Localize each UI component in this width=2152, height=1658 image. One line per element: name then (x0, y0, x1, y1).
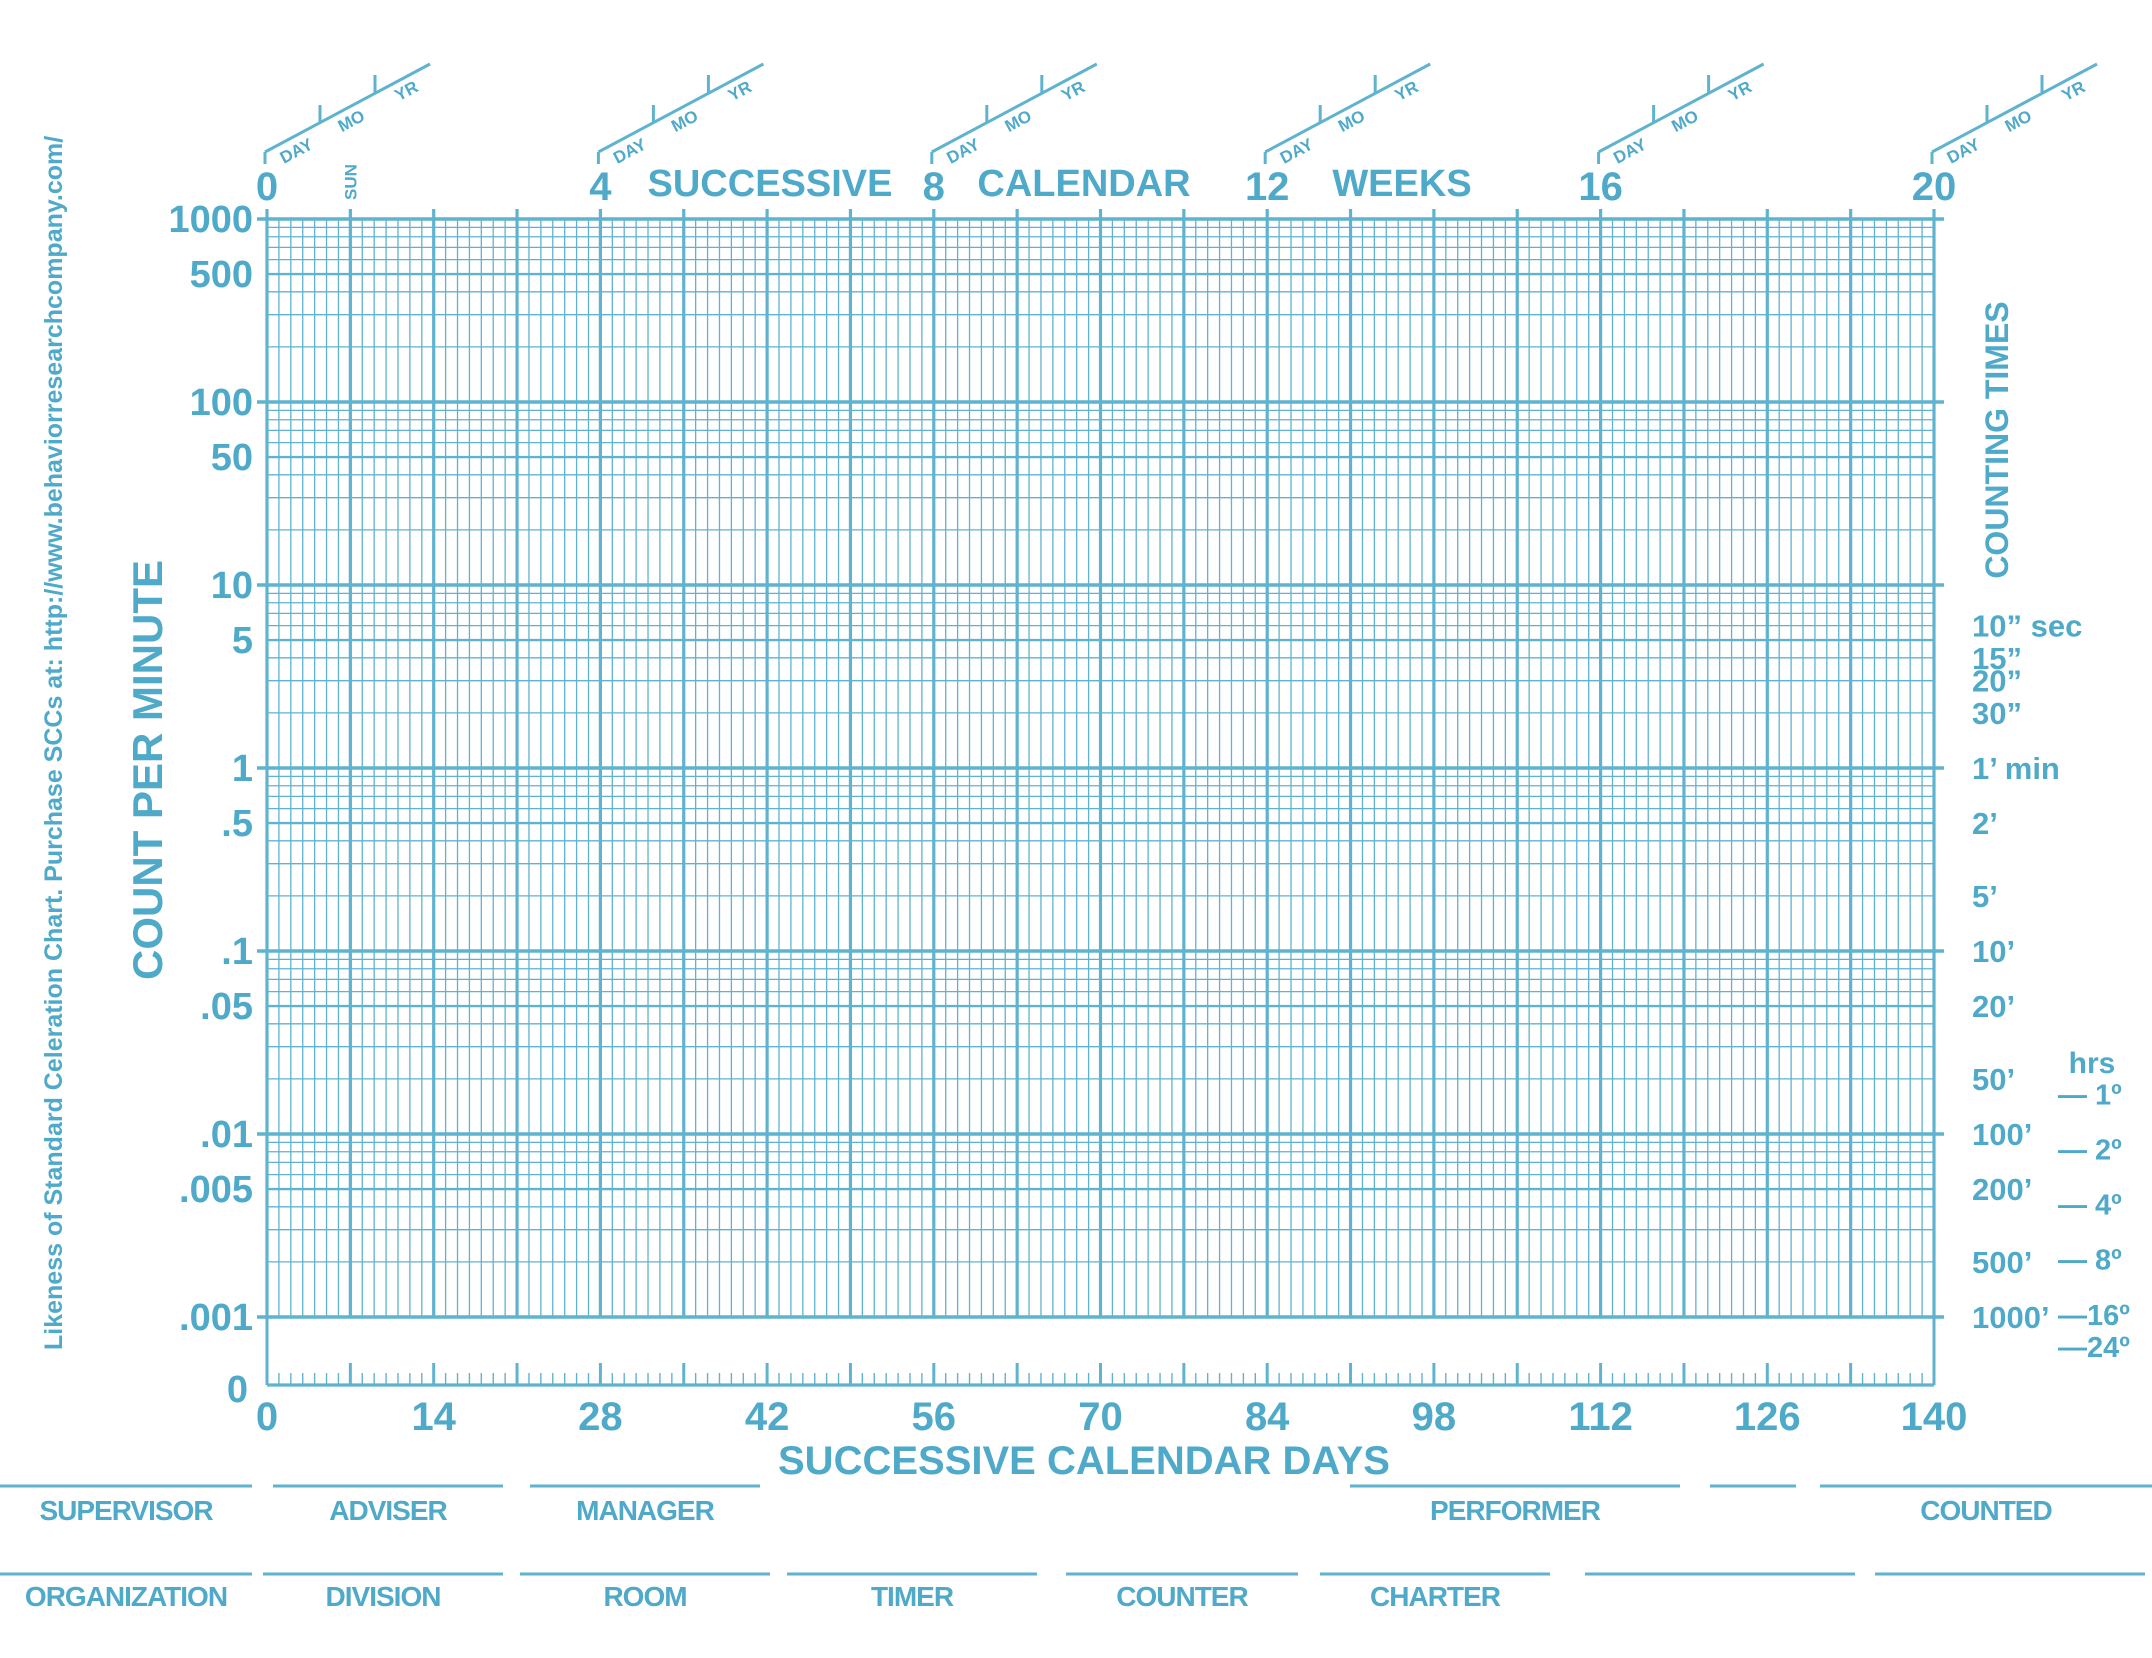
counting-time-label: 500’ (1972, 1245, 2032, 1280)
y-tick-label: 100 (190, 382, 253, 424)
x-tick-label: 98 (1412, 1395, 1457, 1439)
chart-grid (257, 209, 1944, 1387)
bracket-slope (931, 62, 1098, 154)
footer-adviser-label: ADVISER (329, 1495, 447, 1526)
y-tick-label: 5 (232, 620, 253, 662)
counting-time-label: 2’ (1972, 806, 1998, 841)
top-word-calendar: CALENDAR (977, 163, 1190, 205)
zero-label: 0 (227, 1369, 248, 1411)
footer-manager-label: MANAGER (576, 1495, 714, 1526)
x-tick-label: 126 (1734, 1395, 1801, 1439)
week-tick-label: 20 (1912, 165, 1957, 209)
chart-axes: 1000 500 100 50 10 5 1 .5 .1 .05 .01 .005 .001 0 14 28 4… (168, 62, 2130, 1439)
hours-label: hrs (2069, 1047, 2116, 1080)
x-tick-label: 56 (912, 1395, 957, 1439)
counting-time-label: 10” sec (1972, 609, 2082, 644)
y-tick-label: 10 (211, 565, 253, 607)
side-note: Likeness of Standard Celeration Chart. P… (40, 136, 68, 1350)
counting-time-label: 20” (1972, 664, 2022, 699)
y-tick-label: 1 (232, 748, 253, 790)
hours-label: — 2º (2058, 1134, 2122, 1166)
bracket-slope (264, 62, 431, 154)
footer-charter-label: CHARTER (1370, 1581, 1501, 1612)
hours-label: —24º (2058, 1332, 2130, 1364)
counting-time-label: 10’ (1972, 934, 2015, 969)
footer-organization-label: ORGANIZATION (25, 1581, 227, 1612)
week-tick-label: 12 (1245, 165, 1290, 209)
bracket-slope (1264, 62, 1431, 154)
bracket-slope (597, 62, 765, 154)
bracket-slope (1931, 62, 2098, 154)
hours-label: — 4º (2058, 1190, 2122, 1222)
counting-time-label: 50’ (1972, 1062, 2015, 1097)
counting-time-label: 5’ (1972, 879, 1998, 914)
week-tick-label: 8 (923, 165, 945, 209)
y-tick-label: .05 (200, 986, 253, 1028)
counting-time-label: 1000’ (1972, 1300, 2050, 1335)
week-tick-label: 0 (256, 165, 278, 209)
y-tick-label: .005 (179, 1169, 253, 1211)
x-tick-label: 28 (578, 1395, 623, 1439)
date-label: DAY (277, 134, 317, 167)
footer-performer-label: PERFORMER (1430, 1495, 1601, 1526)
counting-time-label: 1’ min (1972, 751, 2060, 786)
week-tick-label: 16 (1578, 165, 1623, 209)
hours-label: — 1º (2058, 1079, 2122, 1111)
counting-time-label: 30” (1972, 696, 2022, 731)
hours-label: — 8º (2058, 1245, 2122, 1277)
top-word-successive: SUCCESSIVE (648, 163, 893, 205)
x-tick-label: 84 (1245, 1395, 1290, 1439)
counting-time-label: 100’ (1972, 1117, 2032, 1152)
x-tick-label: 112 (1568, 1395, 1633, 1439)
footer-counted-label: COUNTED (1920, 1495, 2052, 1526)
counting-time-label: 200’ (1972, 1172, 2032, 1207)
top-word-weeks: WEEKS (1332, 163, 1471, 205)
y-tick-label: .01 (200, 1114, 253, 1156)
date-label: DAY (1610, 134, 1650, 167)
y-axis-label: COUNT PER MINUTE (124, 560, 171, 980)
y-tick-label: .5 (221, 803, 253, 845)
footer-counter-label: COUNTER (1116, 1581, 1248, 1612)
x-tick-label: 14 (411, 1395, 456, 1439)
bracket-slope (1597, 62, 1765, 154)
y-tick-label: .001 (179, 1297, 253, 1339)
footer-form: SUPERVISOR ADVISER MANAGER PERFORMER COUNTED… (0, 1484, 2152, 1612)
x-tick-label: 140 (1901, 1395, 1968, 1439)
footer-room-label: ROOM (603, 1581, 686, 1612)
footer-timer-label: TIMER (871, 1581, 954, 1612)
footer-division-label: DIVISION (326, 1581, 441, 1612)
date-label: DAY (610, 134, 650, 167)
y-tick-label: 500 (190, 254, 253, 296)
y-tick-label: 1000 (168, 199, 253, 241)
right-axis-label: COUNTING TIMES (1979, 301, 2015, 578)
week-tick-label: 4 (589, 165, 612, 209)
counting-time-label: 15” (1972, 641, 2022, 676)
x-tick-label: 42 (745, 1395, 790, 1439)
x-axis-label: SUCCESSIVE CALENDAR DAYS (778, 1439, 1390, 1483)
hours-label: —16º (2058, 1300, 2130, 1332)
x-tick-label: 0 (256, 1395, 278, 1439)
date-label: DAY (1944, 134, 1984, 167)
sun-label: SUN (341, 164, 360, 200)
y-tick-label: 50 (211, 437, 253, 479)
x-tick-label: 70 (1078, 1395, 1123, 1439)
date-label: DAY (1277, 134, 1317, 167)
counting-time-label: 20’ (1972, 989, 2015, 1024)
footer-supervisor-label: SUPERVISOR (39, 1495, 213, 1526)
y-tick-label: .1 (221, 931, 253, 973)
